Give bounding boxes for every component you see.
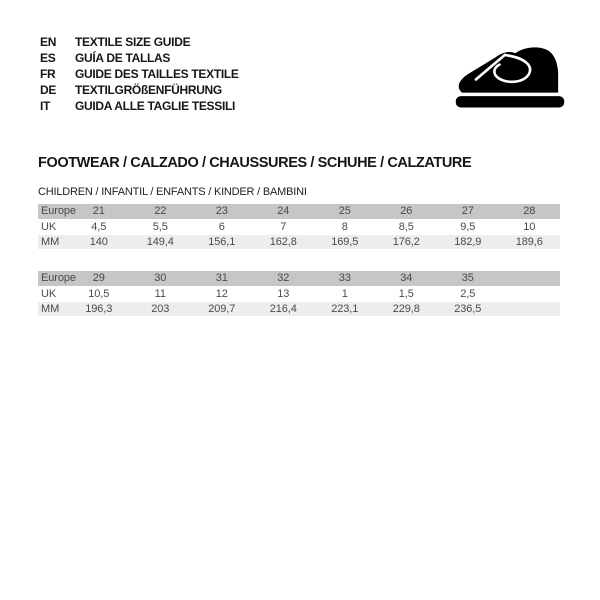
row-label: UK <box>38 286 68 302</box>
size-cell: 28 <box>498 204 560 220</box>
row-label: MM <box>38 301 68 317</box>
size-cell: 6 <box>191 219 253 235</box>
row-label: MM <box>38 234 68 250</box>
language-label: TEXTILE SIZE GUIDE <box>75 35 191 49</box>
size-cell: 4,5 <box>68 219 130 235</box>
size-cell: 35 <box>437 271 499 287</box>
size-cell: 8,5 <box>375 219 437 235</box>
language-label: GUÍA DE TALLAS <box>75 51 171 65</box>
language-row-de: DE TEXTILGRÖßENFÜHRUNG <box>40 82 239 98</box>
size-cell: 9,5 <box>437 219 499 235</box>
size-cell: 33 <box>314 271 376 287</box>
size-cell: 8 <box>314 219 376 235</box>
size-cell: 236,5 <box>437 301 499 317</box>
size-cell: 21 <box>68 204 130 220</box>
size-cell: 140 <box>68 234 130 250</box>
size-cell: 26 <box>375 204 437 220</box>
size-cell: 29 <box>68 271 130 287</box>
language-code: DE <box>40 83 57 97</box>
size-cell: 13 <box>252 286 314 302</box>
table-row: MM 196,3 203 209,7 216,4 223,1 229,8 236,5 <box>38 301 560 317</box>
language-row-it: IT GUIDA ALLE TAGLIE TESSILI <box>40 98 239 114</box>
size-cell: 34 <box>375 271 437 287</box>
size-cell: 182,9 <box>437 234 499 250</box>
table-row: MM 140 149,4 156,1 162,8 169,5 176,2 182,9 189,6 <box>38 234 560 250</box>
size-cell: 149,4 <box>129 234 191 250</box>
row-label: Europe <box>38 271 76 287</box>
size-cell: 229,8 <box>375 301 437 317</box>
size-cell: 32 <box>252 271 314 287</box>
size-cell: 162,8 <box>252 234 314 250</box>
language-row-en: EN TEXTILE SIZE GUIDE <box>40 34 239 50</box>
size-cell <box>498 271 560 287</box>
table-row: UK 4,5 5,5 6 7 8 8,5 9,5 10 <box>38 219 560 235</box>
size-cell <box>498 286 560 302</box>
size-cell: 5,5 <box>129 219 191 235</box>
size-cell: 10 <box>498 219 560 235</box>
size-cell: 196,3 <box>68 301 130 317</box>
size-cell: 7 <box>252 219 314 235</box>
size-cell: 216,4 <box>252 301 314 317</box>
size-cell <box>498 301 560 317</box>
size-cell: 176,2 <box>375 234 437 250</box>
size-cell: 2,5 <box>437 286 499 302</box>
size-table-children-large: Europe 29 30 31 32 33 34 35 UK 10,5 11 12 13 1 1,5 2,5 M… <box>38 271 560 317</box>
size-cell: 30 <box>129 271 191 287</box>
size-cell: 27 <box>437 204 499 220</box>
language-code: EN <box>40 35 57 49</box>
size-cell: 156,1 <box>191 234 253 250</box>
size-cell: 24 <box>252 204 314 220</box>
size-cell: 189,6 <box>498 234 560 250</box>
size-cell: 169,5 <box>314 234 376 250</box>
table-row: Europe 29 30 31 32 33 34 35 <box>38 271 560 287</box>
row-label: UK <box>38 219 68 235</box>
language-label: GUIDE DES TAILLES TEXTILE <box>75 67 239 81</box>
language-label: GUIDA ALLE TAGLIE TESSILI <box>75 99 236 113</box>
table-row: Europe 21 22 23 24 25 26 27 28 <box>38 204 560 220</box>
size-cell: 31 <box>191 271 253 287</box>
size-cell: 10,5 <box>68 286 130 302</box>
row-label: Europe <box>38 204 76 220</box>
language-label: TEXTILGRÖßENFÜHRUNG <box>75 83 222 97</box>
children-shoe-icon <box>455 47 565 108</box>
language-row-fr: FR GUIDE DES TAILLES TEXTILE <box>40 66 239 82</box>
language-code: IT <box>40 99 51 113</box>
language-row-es: ES GUÍA DE TALLAS <box>40 50 239 66</box>
size-cell: 1,5 <box>375 286 437 302</box>
size-cell: 203 <box>129 301 191 317</box>
size-cell: 12 <box>191 286 253 302</box>
size-cell: 11 <box>129 286 191 302</box>
size-cell: 22 <box>129 204 191 220</box>
size-table-children-small: Europe 21 22 23 24 25 26 27 28 UK 4,5 5,5 6 7 8 8,5 9,5 1… <box>38 204 560 250</box>
size-cell: 223,1 <box>314 301 376 317</box>
size-cell: 209,7 <box>191 301 253 317</box>
size-cell: 1 <box>314 286 376 302</box>
section-subtitle: CHILDREN / INFANTIL / ENFANTS / KINDER /… <box>38 186 307 198</box>
language-list: EN TEXTILE SIZE GUIDE ES GUÍA DE TALLAS … <box>40 34 239 114</box>
size-cell: 25 <box>314 204 376 220</box>
section-title: FOOTWEAR / CALZADO / CHAUSSURES / SCHUHE… <box>38 155 472 171</box>
language-code: FR <box>40 67 56 81</box>
language-code: ES <box>40 51 56 65</box>
size-cell: 23 <box>191 204 253 220</box>
table-row: UK 10,5 11 12 13 1 1,5 2,5 <box>38 286 560 302</box>
